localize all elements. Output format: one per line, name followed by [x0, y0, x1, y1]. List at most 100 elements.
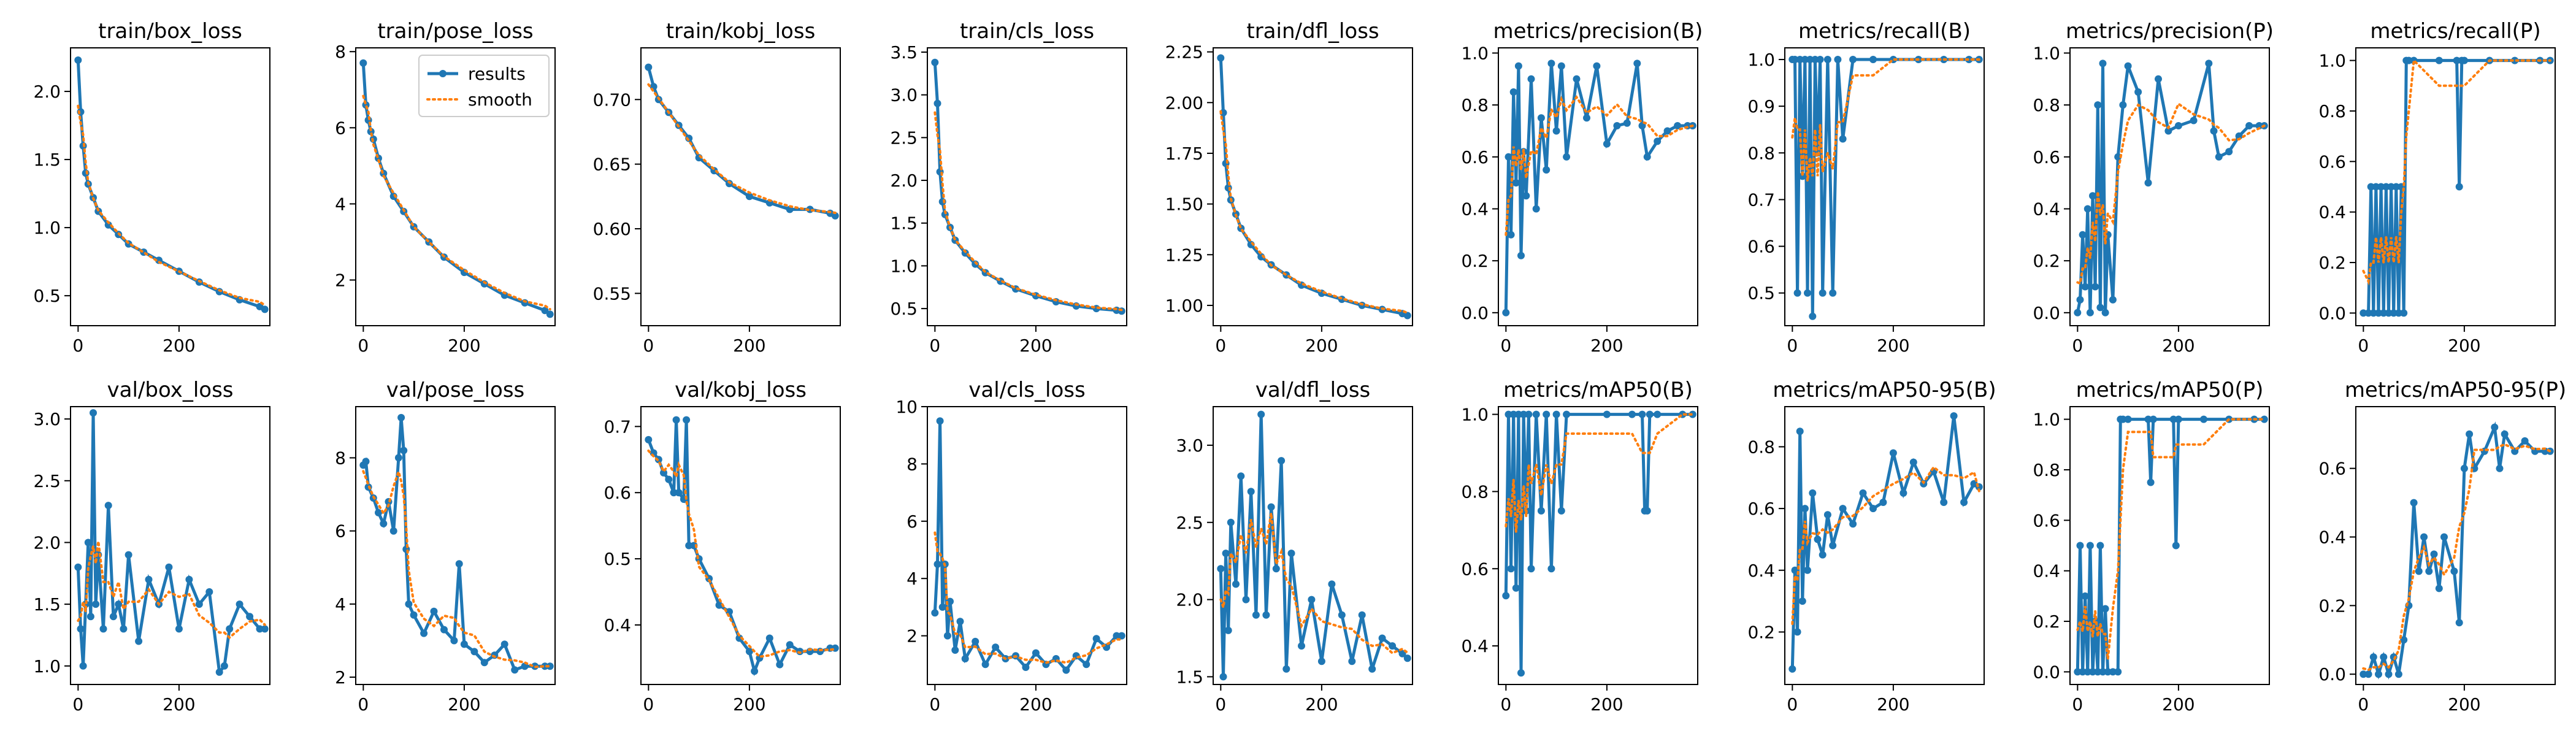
- data-point: [104, 502, 112, 510]
- data-point: [2190, 117, 2198, 125]
- y-tick-label: 0.55: [593, 283, 631, 304]
- data-point: [2455, 183, 2463, 191]
- data-point: [2430, 550, 2438, 558]
- smooth-line: [1505, 94, 1694, 236]
- data-point: [2369, 653, 2377, 661]
- data-point: [2372, 183, 2380, 191]
- data-point: [1222, 550, 1230, 558]
- data-point: [683, 416, 691, 424]
- data-point: [185, 575, 193, 583]
- data-point: [1811, 56, 1819, 63]
- data-point: [1522, 192, 1530, 200]
- data-point: [1879, 499, 1887, 506]
- data-point: [2225, 148, 2233, 156]
- data-point: [2124, 62, 2132, 70]
- data-point: [1798, 597, 1806, 605]
- data-point: [1643, 153, 1651, 161]
- subplot-title: metrics/precision(B): [1493, 19, 1703, 44]
- y-tick-label: 0.2: [2318, 596, 2346, 616]
- data-point: [2466, 430, 2474, 438]
- data-point: [480, 659, 488, 667]
- y-tick-label: 2.0: [1176, 590, 1203, 610]
- axes-frame: [355, 47, 556, 326]
- subplot-title: train/pose_loss: [377, 19, 533, 44]
- y-tick-label: 0.6: [2318, 151, 2346, 172]
- data-point: [1272, 565, 1280, 573]
- data-point: [931, 609, 939, 617]
- subplot-3: train/kobj_loss 0 200 0.55 0.60 0.65 0.70: [593, 19, 841, 356]
- y-tick-label: 1.0: [1461, 405, 1489, 425]
- data-point: [2245, 122, 2253, 129]
- data-point: [1940, 499, 1948, 506]
- y-tick-label: 0.4: [2318, 527, 2346, 548]
- y-tick-label: 0.60: [593, 219, 631, 239]
- results-line: [933, 62, 1122, 313]
- data-point: [1517, 251, 1525, 259]
- data-point: [2086, 542, 2094, 550]
- data-point: [1547, 59, 1555, 67]
- y-tick-label: 0.6: [1461, 147, 1489, 167]
- y-tick-label: 0.70: [593, 90, 631, 110]
- y-tick-label: 1.75: [1165, 144, 1203, 164]
- results-line: [1504, 413, 1693, 673]
- data-point: [1806, 56, 1814, 63]
- smooth-line: [1219, 110, 1409, 315]
- y-tick-label: 1.0: [33, 656, 61, 677]
- data-point: [1674, 122, 1682, 129]
- data-point: [1287, 550, 1295, 558]
- axes-frame: [1498, 47, 1698, 326]
- subplot-title: val/cls_loss: [968, 378, 1085, 402]
- y-tick-label: 1.0: [1747, 50, 1775, 70]
- data-point: [1791, 566, 1799, 574]
- x-tick-label: 200: [1877, 335, 1909, 356]
- data-point: [1809, 312, 1817, 320]
- subplot-6: metrics/precision(B) 0 200 0.0 0.2 0.4 0.6 0.8 1…: [1461, 19, 1703, 356]
- data-point: [1573, 75, 1581, 83]
- y-tick-label: 4: [335, 194, 346, 214]
- data-point: [1278, 457, 1286, 465]
- data-point: [931, 58, 939, 66]
- data-point: [2400, 309, 2408, 317]
- y-tick-label: 1.5: [33, 150, 61, 170]
- data-point: [1950, 412, 1958, 420]
- y-tick-label: 0.2: [1461, 251, 1489, 271]
- subplot-title: train/box_loss: [98, 19, 242, 44]
- subplot-title: val/pose_loss: [386, 378, 525, 402]
- data-point: [500, 640, 508, 648]
- data-point: [1532, 410, 1540, 418]
- axes-frame: [70, 406, 270, 685]
- data-point: [367, 128, 375, 136]
- results-series: [931, 417, 1125, 674]
- data-point: [362, 458, 370, 466]
- subplot-title: metrics/mAP50(P): [2076, 378, 2264, 402]
- y-tick-label: 0.8: [1747, 143, 1775, 163]
- data-point: [2109, 668, 2117, 676]
- subplot-title: metrics/recall(P): [2370, 19, 2540, 44]
- y-tick-label: 10: [895, 397, 918, 417]
- data-point: [2511, 56, 2519, 64]
- data-point: [109, 613, 117, 621]
- data-point: [84, 539, 92, 546]
- x-tick-label: 200: [1305, 335, 1338, 356]
- data-point: [1298, 642, 1305, 650]
- x-tick-label: 200: [733, 694, 765, 715]
- results-series: [74, 56, 269, 313]
- y-tick-label: 0.0: [2318, 664, 2346, 684]
- x-tick-label: 0: [1787, 335, 1798, 356]
- y-tick-label: 0.6: [2318, 459, 2346, 479]
- smooth-line: [77, 104, 266, 307]
- data-point: [125, 551, 132, 559]
- data-point: [1217, 54, 1225, 62]
- subplot-10: val/box_loss 0 200 1.0 1.5 2.0 2.5 3.0: [33, 378, 270, 715]
- data-point: [1829, 289, 1837, 297]
- subplot-14: val/dfl_loss 0 200 1.5 2.0 2.5 3.0: [1176, 378, 1413, 715]
- data-point: [104, 221, 112, 229]
- data-point: [745, 193, 753, 201]
- y-tick-label: 0.2: [2033, 611, 2060, 632]
- subplot-title: train/dfl_loss: [1246, 19, 1379, 44]
- x-tick-label: 0: [358, 335, 369, 356]
- data-point: [670, 489, 678, 497]
- data-point: [1368, 665, 1376, 673]
- x-tick-label: 0: [72, 335, 83, 356]
- data-point: [1308, 596, 1316, 604]
